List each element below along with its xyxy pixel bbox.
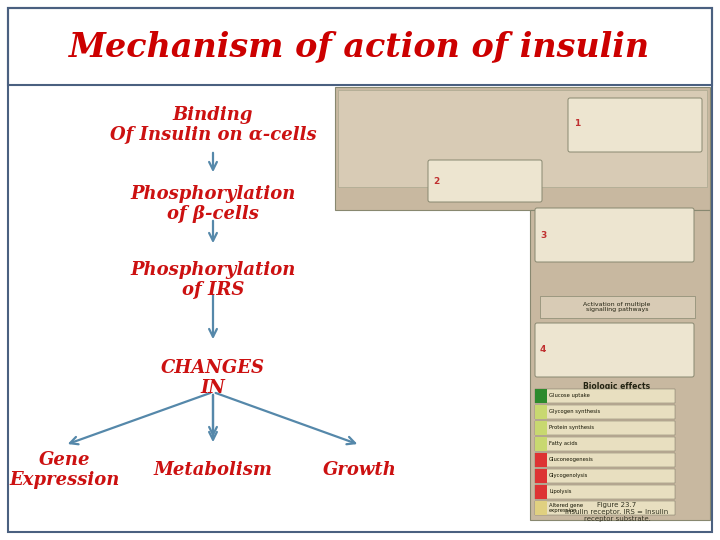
Text: Mechanism of action of insulin: Mechanism of action of insulin xyxy=(69,30,651,64)
Text: CHANGES
IN: CHANGES IN xyxy=(161,359,265,397)
Text: Gene
Expression: Gene Expression xyxy=(10,450,120,489)
Text: Metabolism: Metabolism xyxy=(153,461,272,479)
Bar xyxy=(540,296,695,318)
Text: Glycogenolysis: Glycogenolysis xyxy=(549,474,588,478)
Bar xyxy=(535,453,675,467)
Bar xyxy=(535,501,675,515)
Bar xyxy=(535,421,547,435)
FancyBboxPatch shape xyxy=(535,323,694,377)
Bar xyxy=(535,437,675,451)
Text: Phosphorylation
of IRS: Phosphorylation of IRS xyxy=(130,261,296,299)
FancyBboxPatch shape xyxy=(428,160,542,202)
Text: Binding
Of Insulin on α-cells: Binding Of Insulin on α-cells xyxy=(109,106,316,144)
Bar xyxy=(335,87,710,210)
Bar xyxy=(535,421,675,435)
Text: 3: 3 xyxy=(540,231,546,240)
Text: Growth: Growth xyxy=(323,461,397,479)
Text: Phosphorylation
of β-cells: Phosphorylation of β-cells xyxy=(130,185,296,224)
Text: Gluconeogenesis: Gluconeogenesis xyxy=(549,457,594,462)
Bar xyxy=(535,405,675,419)
Bar xyxy=(530,210,710,520)
Text: Fatty acids: Fatty acids xyxy=(549,442,577,447)
Text: 2: 2 xyxy=(433,177,439,186)
Text: Figure 23.7
Insulin receptor. IRS = Insulin
receptor substrate.: Figure 23.7 Insulin receptor. IRS = Insu… xyxy=(565,502,669,522)
Bar xyxy=(535,485,675,499)
FancyBboxPatch shape xyxy=(535,208,694,262)
Bar xyxy=(535,437,547,451)
Text: Glycogen synthesis: Glycogen synthesis xyxy=(549,409,600,415)
Bar xyxy=(535,405,547,419)
Bar xyxy=(338,90,707,187)
FancyBboxPatch shape xyxy=(568,98,702,152)
Bar xyxy=(535,389,547,403)
Bar xyxy=(535,389,675,403)
Bar xyxy=(535,469,547,483)
Bar xyxy=(535,469,675,483)
Text: 1: 1 xyxy=(574,119,580,129)
Bar xyxy=(535,501,547,515)
Text: Biologic effects
of insulin:: Biologic effects of insulin: xyxy=(583,382,651,401)
Bar xyxy=(8,8,712,85)
Text: Activation of multiple
signalling pathways: Activation of multiple signalling pathwa… xyxy=(583,302,651,313)
Text: 4: 4 xyxy=(540,346,546,354)
Text: Protein synthesis: Protein synthesis xyxy=(549,426,594,430)
Text: Lipolysis: Lipolysis xyxy=(549,489,572,495)
Bar xyxy=(535,453,547,467)
Text: Glucose uptake: Glucose uptake xyxy=(549,394,590,399)
Bar xyxy=(535,485,547,499)
Text: Altered gene
expression: Altered gene expression xyxy=(549,503,583,514)
